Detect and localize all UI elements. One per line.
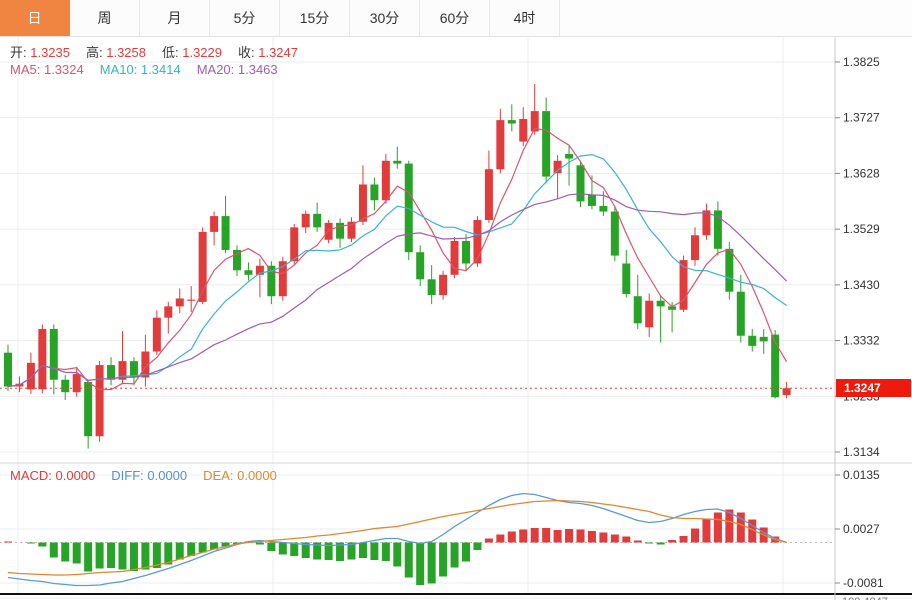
price-tick-label: 1.3332	[843, 334, 880, 348]
tab-15min[interactable]: 15分	[280, 0, 350, 36]
ohlc-readout: 开: 1.3235 高: 1.3258 低: 1.3229 收: 1.3247	[10, 42, 314, 61]
tab-5min[interactable]: 5分	[210, 0, 280, 36]
readout-item: MACD: 0.0000	[10, 468, 96, 483]
dea-line	[7, 499, 787, 576]
last-price-badge: 1.3247	[836, 379, 911, 398]
clipped-axis-label: 100.4047	[842, 596, 888, 600]
tab-4hour[interactable]: 4时	[490, 0, 560, 36]
tab-month[interactable]: 月	[140, 0, 210, 36]
readout-item: MA20: 1.3463	[196, 62, 278, 77]
tab-60min[interactable]: 60分	[420, 0, 490, 36]
diff-line	[7, 492, 787, 587]
tab-week[interactable]: 周	[70, 0, 140, 36]
ma5-line	[7, 127, 788, 391]
readout-item: 高: 1.3258	[86, 45, 146, 60]
macd-readout: MACD: 0.0000 DIFF: 0.0000 DEA: 0.0000	[10, 468, 293, 483]
tab-30min[interactable]: 30分	[350, 0, 420, 36]
readout-item: 低: 1.3229	[162, 45, 222, 60]
price-tick-label: 1.3727	[843, 111, 880, 125]
price-tick-label: 1.3430	[843, 278, 880, 292]
price-axis: 1.38251.37271.36281.35291.34301.33321.32…	[835, 55, 884, 590]
readout-item: 开: 1.3235	[10, 45, 70, 60]
ma20-line	[7, 193, 788, 388]
tab-day[interactable]: 日	[0, 0, 70, 36]
candles-group	[4, 84, 791, 449]
period-tabbar: 日周月 5分 15分 30分 60分 4时	[0, 0, 912, 37]
price-tick-label: 1.3628	[843, 166, 880, 180]
gridlines	[0, 36, 835, 594]
macd-tick-label: 0.0135	[843, 468, 880, 482]
readout-item: MA10: 1.3414	[99, 62, 181, 77]
ma-readout: MA5: 1.3324 MA10: 1.3414 MA20: 1.3463	[10, 62, 294, 77]
macd-tick-label: -0.0081	[843, 576, 884, 590]
price-tick-label: 1.3825	[843, 55, 880, 69]
macd-tick-label: 0.0027	[843, 522, 880, 536]
price-tick-label: 1.3529	[843, 222, 880, 236]
readout-item: 收: 1.3247	[238, 45, 298, 60]
readout-item: MA5: 1.3324	[10, 62, 84, 77]
readout-item: DIFF: 0.0000	[111, 468, 188, 483]
readout-item: DEA: 0.0000	[203, 468, 277, 483]
ma10-line	[7, 153, 787, 388]
macd-histogram	[4, 509, 780, 585]
price-tick-label: 1.3134	[843, 445, 880, 459]
